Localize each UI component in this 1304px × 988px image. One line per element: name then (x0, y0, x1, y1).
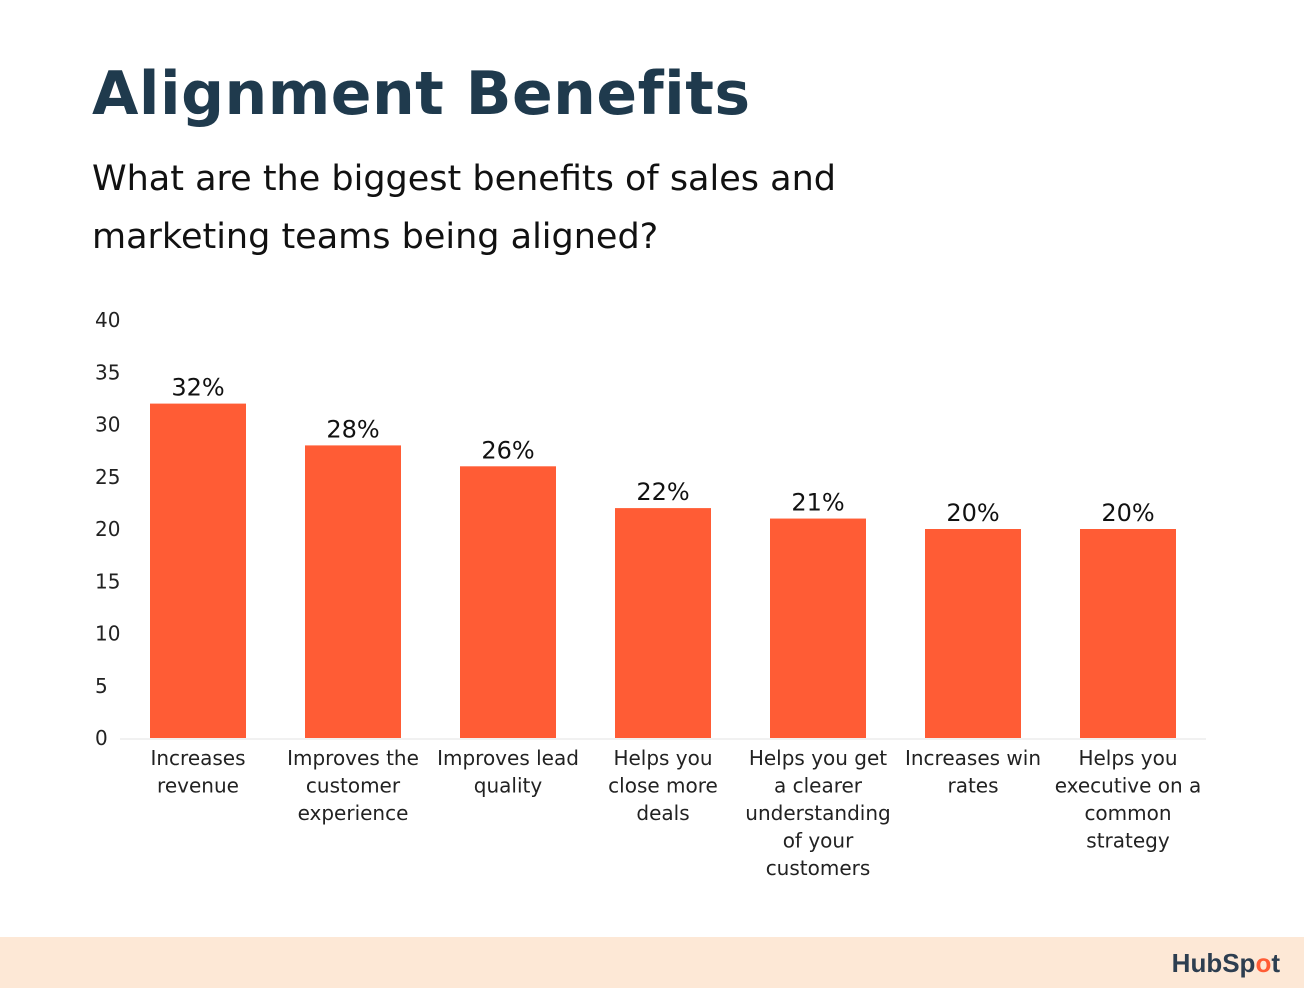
bar (925, 529, 1021, 738)
x-tick-label: Helps you get (749, 746, 887, 770)
data-label: 21% (791, 489, 844, 517)
x-tick-label: close more (608, 774, 718, 798)
y-tick-label: 5 (95, 674, 108, 698)
data-label: 22% (636, 478, 689, 506)
x-tick-label: understanding (745, 801, 890, 825)
bar (305, 445, 401, 738)
y-tick-label: 15 (95, 569, 120, 593)
bar (460, 466, 556, 738)
data-label: 20% (946, 499, 999, 527)
x-tick-label: deals (636, 801, 689, 825)
y-tick-label: 25 (95, 465, 120, 489)
hubspot-logo: HubSpot (1172, 946, 1280, 980)
y-tick-label: 30 (95, 413, 120, 437)
y-tick-label: 35 (95, 360, 120, 384)
data-label: 28% (326, 415, 379, 443)
x-tick-label: Improves lead (437, 746, 579, 770)
x-tick-label: Helps you (613, 746, 712, 770)
bar (615, 508, 711, 738)
footer-bar: HubSpot (0, 937, 1304, 988)
sprocket-icon: o (1255, 948, 1272, 978)
x-tick-label: quality (474, 774, 543, 798)
x-tick-label: executive on a (1055, 774, 1202, 798)
y-tick-label: 40 (95, 308, 120, 332)
bar (770, 518, 866, 738)
page-title: Alignment Benefits (92, 59, 751, 129)
x-tick-label: Increases win (905, 746, 1041, 770)
brand-text-start: HubSp (1171, 948, 1256, 978)
x-tick-label: strategy (1086, 829, 1170, 853)
x-tick-label: rates (947, 774, 998, 798)
x-tick-label: of your (783, 829, 854, 853)
data-label: 32% (171, 374, 224, 402)
x-tick-label: Increases (150, 746, 245, 770)
x-tick-label: customers (766, 856, 871, 880)
x-tick-label: Helps you (1078, 746, 1177, 770)
y-tick-label: 0 (95, 726, 108, 750)
page-subtitle: What are the biggest benefits of sales a… (92, 159, 836, 257)
y-tick-label: 10 (95, 622, 120, 646)
bar (150, 403, 246, 738)
data-label: 26% (481, 436, 534, 464)
x-tick-label: a clearer (774, 774, 863, 798)
bar (1080, 529, 1176, 738)
x-tick-label: experience (298, 801, 409, 825)
data-label: 20% (1101, 499, 1154, 527)
x-tick-label: common (1084, 801, 1171, 825)
x-tick-label: revenue (157, 774, 239, 798)
brand-text-end: t (1271, 948, 1280, 978)
x-tick-label: Improves the (287, 746, 419, 770)
x-tick-label: customer (306, 774, 401, 798)
y-tick-label: 20 (95, 517, 120, 541)
